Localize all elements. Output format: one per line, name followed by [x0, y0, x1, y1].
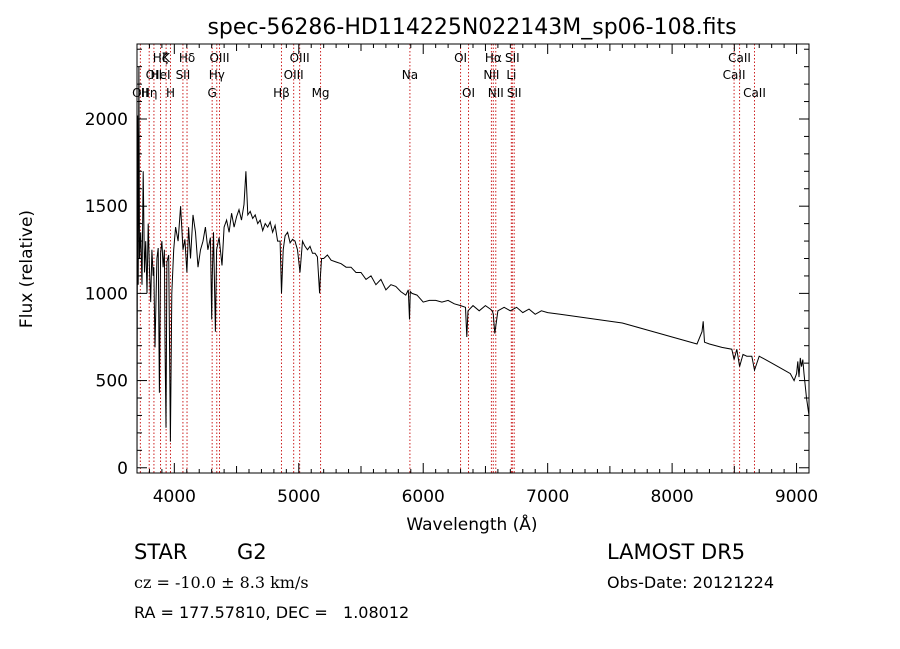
- line-marker-label: CaII: [743, 86, 766, 100]
- coordinates-readout: RA = 177.57810, DEC = 1.08012: [134, 603, 410, 622]
- spectral-subclass: G2: [237, 540, 267, 564]
- line-marker-label: OI: [462, 86, 475, 100]
- line-marker-label: NII: [488, 86, 504, 100]
- y-tick-label: 1000: [85, 284, 128, 304]
- x-tick-label: 7000: [526, 487, 569, 507]
- line-marker-label: Hζ: [153, 51, 169, 65]
- line-marker-label: CaII: [728, 51, 751, 65]
- y-axis-label: Flux (relative): [17, 210, 37, 328]
- x-axis-label: Wavelength (Å): [406, 513, 537, 535]
- y-tick-label: 500: [96, 372, 128, 392]
- line-marker-label: Hγ: [209, 68, 225, 82]
- line-marker-label: Mg: [312, 86, 330, 100]
- spectral-line-labels: OIIHηOIIHζHeIKHSIIHδGHγOIIIHβOIIIOIIIMgN…: [132, 51, 766, 100]
- x-tick-label: 6000: [402, 487, 445, 507]
- observation-date: Obs-Date: 20121224: [607, 573, 775, 592]
- x-tick-label: 4000: [153, 487, 196, 507]
- line-marker-label: Li: [506, 68, 516, 82]
- line-marker-label: H: [166, 86, 175, 100]
- spectral-line-markers: [139, 44, 755, 473]
- y-tick-label: 1500: [85, 197, 128, 217]
- line-marker-label: SII: [505, 51, 520, 65]
- object-class: STAR: [134, 540, 188, 564]
- y-tick-label: 2000: [85, 110, 128, 130]
- line-marker-label: Na: [402, 68, 418, 82]
- line-marker-label: NII: [483, 68, 499, 82]
- line-marker-label: SII: [176, 68, 191, 82]
- survey-name: LAMOST DR5: [607, 540, 746, 564]
- line-marker-label: OIII: [209, 51, 229, 65]
- line-marker-label: K: [162, 51, 171, 65]
- line-marker-label: Hη: [141, 86, 158, 100]
- x-axis-ticks: 4000 5000 6000 7000 8000 9000: [148, 44, 818, 507]
- line-marker-label: CaII: [723, 68, 746, 82]
- y-axis-ticks: 0 500 1000 1500 2000: [85, 48, 809, 479]
- line-marker-label: Hα: [485, 51, 502, 65]
- line-marker-label: OI: [454, 51, 467, 65]
- x-tick-label: 5000: [277, 487, 320, 507]
- line-marker-label: OII: [132, 86, 149, 100]
- chart-title: spec-56286-HD114225N022143M_sp06-108.fit…: [207, 15, 736, 40]
- redshift-readout: cz = -10.0 ± 8.3 km/s: [134, 573, 309, 592]
- line-marker-label: OII: [146, 68, 163, 82]
- line-marker-label: SII: [507, 86, 522, 100]
- x-tick-label: 8000: [650, 487, 693, 507]
- y-tick-label: 0: [117, 459, 128, 479]
- line-marker-label: Hδ: [179, 51, 195, 65]
- spectrum-line: [136, 66, 810, 468]
- line-marker-label: Hβ: [273, 86, 290, 100]
- line-marker-label: OIII: [284, 68, 304, 82]
- line-marker-label: HeI: [151, 68, 171, 82]
- x-tick-label: 9000: [775, 487, 818, 507]
- line-marker-label: G: [208, 86, 217, 100]
- plot-frame: [136, 43, 810, 474]
- line-marker-label: OIII: [290, 51, 310, 65]
